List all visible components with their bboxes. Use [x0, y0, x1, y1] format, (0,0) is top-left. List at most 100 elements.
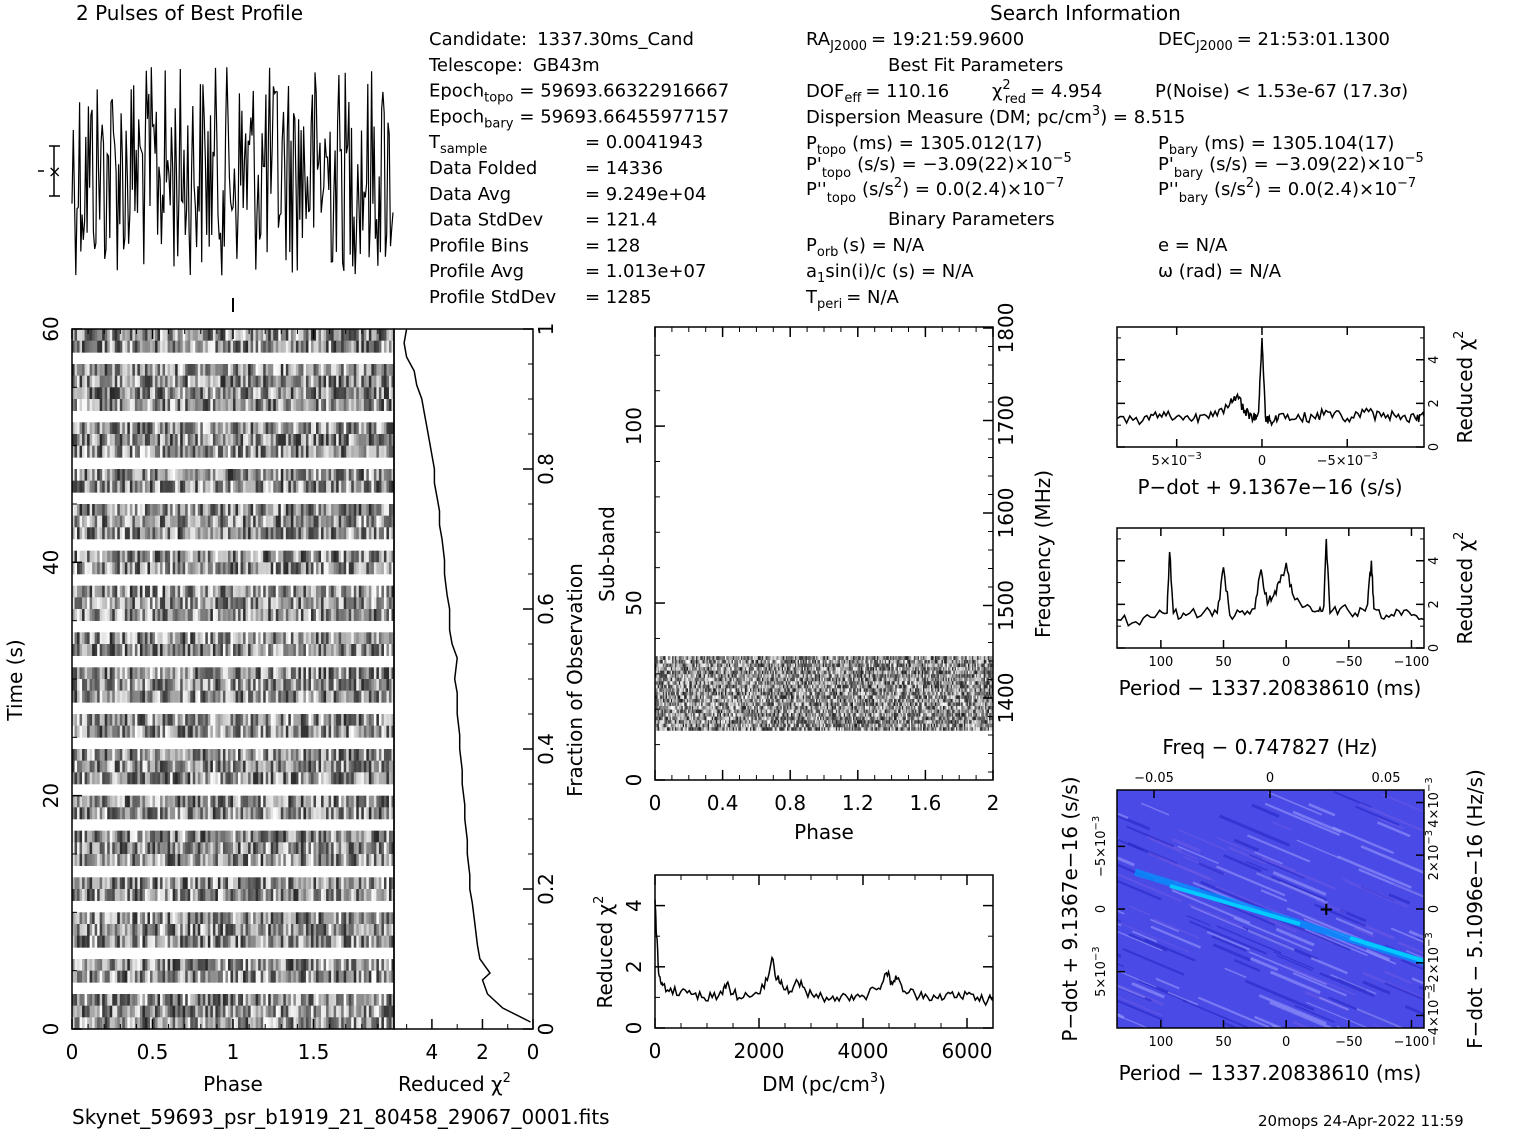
- tp-xtick: 0: [66, 1040, 79, 1064]
- best-fit-marker: +: [1319, 899, 1334, 920]
- info-label: Profile Avg: [429, 261, 524, 282]
- dm-xtick: 0: [649, 1039, 662, 1063]
- time-phase-plot: 0 0.5 1 1.5 0 20 40 60 Phase Time (s): [3, 298, 395, 1096]
- info-value: = 1285: [585, 287, 652, 308]
- pp-y2tick: 0: [1427, 905, 1442, 913]
- dm-ylabel: Reduced χ2: [592, 896, 617, 1009]
- tp-xtick: 0.5: [137, 1040, 169, 1064]
- info-label: Profile StdDev: [429, 287, 557, 308]
- pp-title: Freq − 0.747827 (Hz): [1162, 735, 1377, 759]
- info-label-sub: sample: [440, 142, 487, 157]
- tp-ytick: 0: [39, 1023, 63, 1036]
- profile-errorbar: ×: [38, 145, 61, 197]
- chi-vs-pdot-line: [1116, 337, 1425, 427]
- info-row: Tsample = 0.0041943: [428, 132, 703, 157]
- pnoise-row: P(Noise) < 1.53e-67 (17.3σ): [1155, 81, 1408, 102]
- pp-toptick: 0: [1266, 771, 1274, 786]
- pp-xtick: 50: [1215, 1035, 1232, 1050]
- pr-xlabel: Period − 1337.20838610 (ms): [1119, 676, 1422, 700]
- pp-xtick: 0: [1282, 1035, 1290, 1050]
- pd-ylabel: Reduced χ2: [1452, 331, 1477, 444]
- ct-ytick: 1: [534, 323, 558, 336]
- pp-y2tick: −4×10−3: [1424, 985, 1442, 1046]
- ptopo-row: Ptopo (ms) = 1305.012(17): [806, 133, 1042, 158]
- info-row: Epochtopo = 59693.66322916667: [429, 81, 729, 106]
- tp-ytick: 60: [39, 316, 63, 341]
- info-value: = 59693.66322916667: [519, 81, 729, 102]
- errorbar-marker: ×: [48, 162, 61, 181]
- pr-xtick: 0: [1282, 655, 1290, 670]
- pp-ytick: 0: [1094, 905, 1109, 913]
- pd-xlabel: P−dot + 9.1367e−16 (s/s): [1137, 475, 1402, 499]
- pr-ytick: 4: [1427, 557, 1442, 565]
- sb-xtick: 1.6: [909, 791, 941, 815]
- pdtopo-row: P'topo (s/s) = −3.09(22)×10−5: [806, 151, 1072, 181]
- pp-y2tick: 2×10−3: [1424, 830, 1442, 880]
- subband-phase-plot: 0 0.4 0.8 1.2 1.6 2 0 50 100 1400 1500 1600 1700 1800…: [595, 303, 1055, 844]
- info-row: Telescope: GB43m: [428, 55, 600, 76]
- sb-y2tick: 1800: [994, 303, 1018, 354]
- pr-ytick: 0: [1427, 644, 1442, 652]
- e-row: e = N/A: [1158, 235, 1228, 256]
- chi-vs-period-line: [1116, 538, 1425, 627]
- dm-ytick: 0: [622, 1022, 646, 1035]
- pp-y2label: F−dot − 5.1096e−16 (Hz/s): [1463, 769, 1487, 1049]
- sb-y2tick: 1600: [994, 488, 1018, 539]
- tp-xtick: 1.5: [298, 1040, 330, 1064]
- chi-vs-dm-plot: 0 2000 4000 6000 0 2 4 DM (pc/cm3) Reduced χ2: [592, 874, 994, 1096]
- dm-xtick: 4000: [838, 1039, 889, 1063]
- profile-plot: ×: [38, 67, 394, 276]
- pp-xtick: −100: [1394, 1035, 1430, 1050]
- best-fit-title: Best Fit Parameters: [888, 55, 1063, 76]
- search-title: Search Information: [990, 1, 1181, 25]
- info-label: Candidate:: [429, 29, 527, 50]
- pp-xtick: −50: [1335, 1035, 1362, 1050]
- info-row: Profile StdDev = 1285: [429, 287, 652, 308]
- sb-y2label: Frequency (MHz): [1031, 470, 1055, 638]
- chi-row: χ2 red = 4.954: [992, 78, 1102, 107]
- chi-vs-time-plot: 4 2 0 0 0.2 0.4 0.6 0.8 1 Reduced χ2 Fraction of O…: [393, 323, 587, 1096]
- dm-ytick: 2: [622, 960, 646, 973]
- a1-row: a1sin(i)/c (s) = N/A: [806, 261, 974, 286]
- sb-y2tick: 1500: [994, 580, 1018, 631]
- pd-ytick: 0: [1427, 443, 1442, 451]
- pd-xtick: 0: [1258, 454, 1266, 469]
- ct-xtick: 2: [476, 1040, 489, 1064]
- sb-xtick: 0.4: [707, 791, 739, 815]
- pddtopo-row: P''topo (s/s2) = 0.0(2.4)×10−7: [806, 176, 1064, 206]
- pd-ytick: 4: [1427, 356, 1442, 364]
- pr-xtick: −100: [1394, 655, 1430, 670]
- ra-row: RAJ2000 = 19:21:59.9600: [806, 29, 1024, 54]
- pd-ytick: 2: [1427, 399, 1442, 407]
- info-row: Profile Bins = 128: [429, 235, 640, 256]
- ct-xtick: 4: [426, 1040, 439, 1064]
- ct-ytick: 0: [534, 1023, 558, 1036]
- info-value: = 14336: [585, 158, 663, 179]
- tp-xlabel: Phase: [203, 1072, 263, 1096]
- chi-vs-pdot-plot: 5×10−3 0 −5×10−3 0 2 4 Reduced χ2 P−dot + 9.136…: [1116, 326, 1477, 499]
- p-pdot-plane-plot: + 100 50 0 −50 −100 −0.05 0 0.05 −5×10−3 0 5×10−3 4…: [1058, 735, 1487, 1085]
- dm-xtick: 2000: [734, 1039, 785, 1063]
- info-row: Candidate: 1337.30ms_Cand: [429, 29, 694, 50]
- binary-title: Binary Parameters: [888, 209, 1055, 230]
- chi-vs-time-line: [403, 328, 531, 1023]
- sb-xtick: 2: [987, 791, 1000, 815]
- sb-xtick: 0.8: [774, 791, 806, 815]
- sb-ytick: 100: [622, 407, 646, 445]
- ct-xlabel: Reduced χ2: [398, 1071, 511, 1096]
- info-value: GB43m: [533, 55, 600, 76]
- info-row: Data Avg = 9.249e+04: [429, 184, 706, 205]
- info-block: Candidate: 1337.30ms_Cand Telescope: GB43m E…: [428, 29, 1424, 312]
- dec-row: DECJ2000 = 21:53:01.1300: [1158, 29, 1390, 54]
- pdbary-row: P'bary (s/s) = −3.09(22)×10−5: [1158, 151, 1424, 181]
- pd-xtick: −5×10−3: [1317, 451, 1378, 469]
- tp-ylabel: Time (s): [3, 639, 27, 721]
- pddbary-row: P''bary (s/s2) = 0.0(2.4)×10−7: [1158, 176, 1416, 206]
- pp-toptick: 0.05: [1372, 771, 1401, 786]
- info-row: Epochbary = 59693.66455977157: [429, 106, 729, 131]
- info-value: = 0.0041943: [585, 132, 703, 153]
- ct-ytick: 0.6: [534, 593, 558, 625]
- pp-xlabel: Period − 1337.20838610 (ms): [1119, 1061, 1422, 1085]
- chi-vs-dm-line: [654, 899, 994, 1007]
